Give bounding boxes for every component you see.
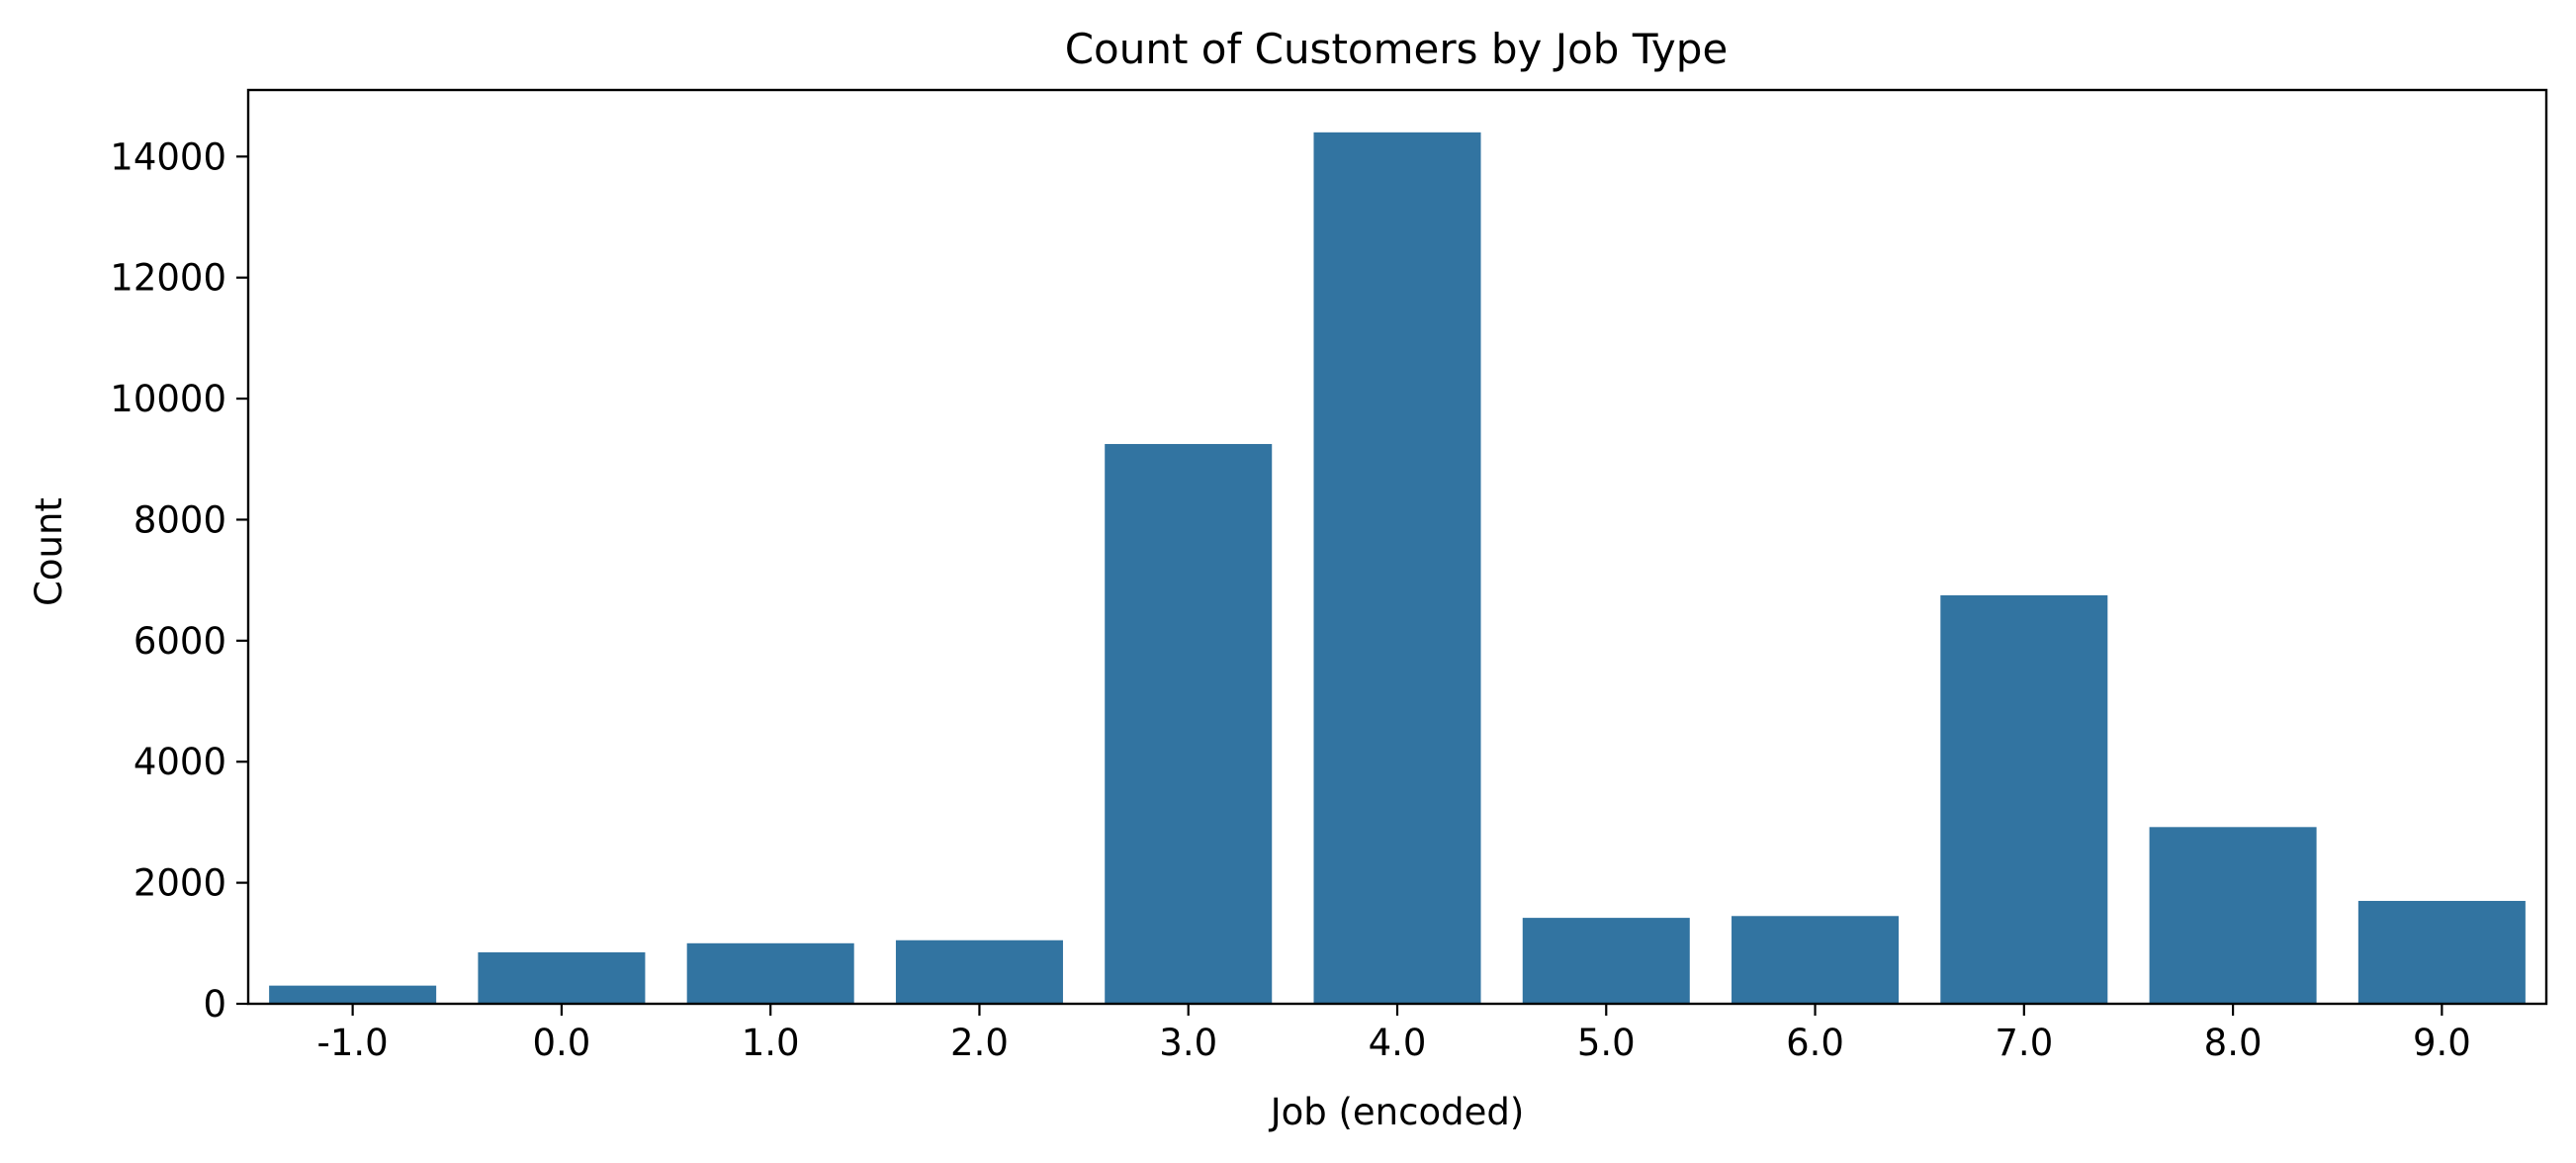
x-tick-label: 7.0 (1995, 1022, 2053, 1064)
bar-9.0 (2357, 900, 2526, 1004)
y-tick-label: 6000 (133, 620, 226, 663)
x-tick-label: 0.0 (532, 1022, 590, 1064)
x-tick-label: 9.0 (2413, 1022, 2471, 1064)
bars (269, 132, 2526, 1004)
bar-2.0 (895, 939, 1063, 1004)
chart-title: Count of Customers by Job Type (1065, 25, 1729, 73)
bar-8.0 (2149, 827, 2317, 1004)
y-axis-label: Count (28, 497, 70, 606)
x-tick-label: 1.0 (742, 1022, 800, 1064)
bar-1.0 (686, 942, 854, 1004)
x-axis-label: Job (encoded) (1269, 1091, 1525, 1133)
y-tick-label: 14000 (110, 135, 226, 178)
x-tick-label: 5.0 (1577, 1022, 1636, 1064)
bar-5.0 (1522, 918, 1690, 1004)
bar-0.0 (478, 951, 646, 1004)
y-tick-label: 12000 (110, 257, 226, 300)
bar-6.0 (1732, 916, 1900, 1004)
x-tick-label: 8.0 (2204, 1022, 2263, 1064)
y-axis-ticks: 0 2000 4000 6000 8000 10000 12000 14000 (110, 135, 248, 1026)
bar-3.0 (1105, 443, 1273, 1004)
bar-7.0 (1940, 594, 2108, 1004)
x-tick-label: -1.0 (317, 1022, 389, 1064)
x-tick-label: 2.0 (950, 1022, 1009, 1064)
x-axis-ticks: -1.0 0.0 1.0 2.0 3.0 4.0 5.0 6.0 7.0 8.0 9.0 (317, 1004, 2471, 1064)
y-tick-label: 4000 (133, 741, 226, 783)
x-tick-label: 4.0 (1369, 1022, 1427, 1064)
x-tick-label: 3.0 (1159, 1022, 1217, 1064)
y-tick-label: 0 (203, 983, 226, 1026)
bar-4.0 (1313, 132, 1481, 1004)
y-tick-label: 10000 (110, 378, 226, 420)
bar--1.0 (269, 985, 437, 1004)
y-tick-label: 2000 (133, 862, 226, 905)
x-tick-label: 6.0 (1786, 1022, 1844, 1064)
y-tick-label: 8000 (133, 498, 226, 541)
plot-frame (246, 88, 2548, 1006)
